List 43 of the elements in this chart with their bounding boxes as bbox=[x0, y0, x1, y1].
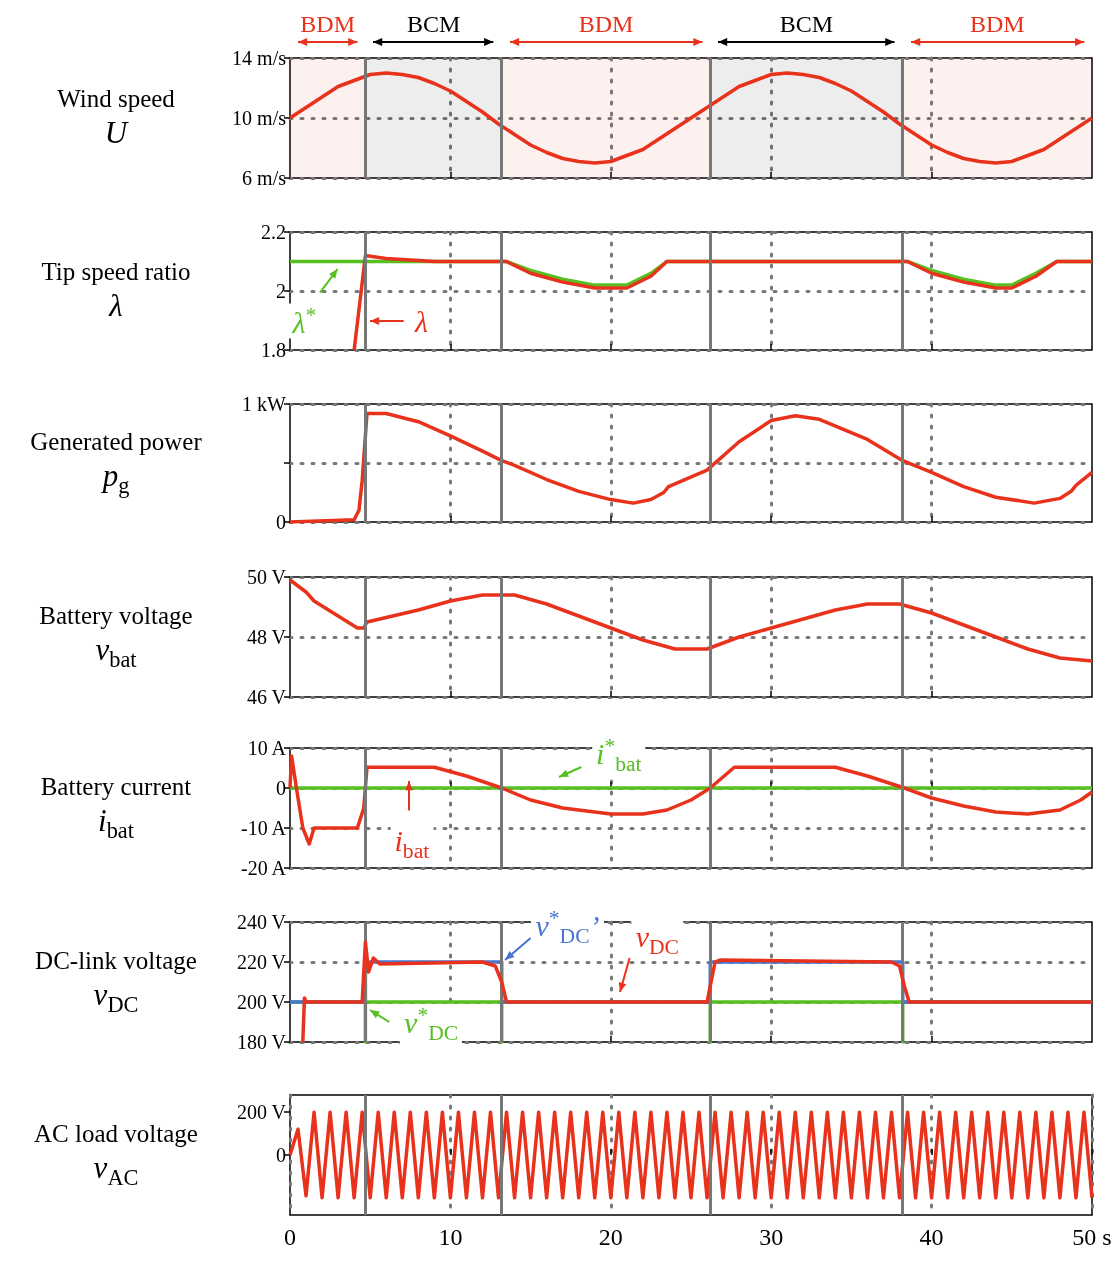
series-label: λ$^{*}$ bbox=[288, 302, 321, 338]
y-tick-label: 0 bbox=[276, 1144, 286, 1166]
y-tick-label: 0 bbox=[276, 511, 286, 533]
y-axis-title: Tip speed ratio λ bbox=[40, 257, 192, 326]
y-axis-title: Battery current i$_{bat}$ bbox=[39, 771, 193, 846]
y-tick-label: 1.8 bbox=[261, 339, 286, 361]
band-label: BCM bbox=[779, 11, 834, 37]
x-tick-label: 40 bbox=[919, 1224, 944, 1250]
band-label: BDM bbox=[300, 11, 356, 37]
y-axis-title: Wind speed U bbox=[56, 84, 176, 153]
legend-label: λ bbox=[411, 304, 433, 337]
y-tick-label: 220 V bbox=[236, 951, 287, 973]
series-label: v$_{DC}$ bbox=[631, 920, 683, 960]
y-tick-label: 50 V bbox=[246, 566, 287, 588]
y-tick-label: 14 m/s bbox=[232, 47, 287, 69]
y-axis-title: AC load voltage v$_{AC}$ bbox=[33, 1118, 199, 1193]
band-label: BDM bbox=[970, 11, 1025, 37]
y-axis-title: Battery voltage v$_{bat}$ bbox=[38, 600, 194, 675]
y-tick-label: 48 V bbox=[246, 626, 287, 648]
x-tick-label: 10 bbox=[438, 1224, 463, 1250]
y-tick-label: 10 A bbox=[247, 737, 287, 759]
y-tick-label: 2 bbox=[276, 280, 286, 302]
y-tick-label: 0 bbox=[276, 777, 286, 799]
y-axis-title: DC-link voltage v$_{DC}$ bbox=[34, 945, 198, 1020]
y-axis-title: Generated power p$_{g}$ bbox=[29, 426, 203, 501]
y-tick-label: -20 A bbox=[241, 857, 287, 879]
y-tick-label: -10 A bbox=[241, 817, 287, 839]
y-tick-label: 10 m/s bbox=[232, 107, 287, 129]
band-label: BDM bbox=[578, 11, 634, 37]
y-tick-label: 6 m/s bbox=[242, 167, 287, 189]
x-tick-label: 50 s bbox=[1072, 1224, 1112, 1250]
y-tick-label: 200 V bbox=[236, 1101, 287, 1124]
y-tick-label: 180 V bbox=[236, 1031, 287, 1053]
band-label: BCM bbox=[406, 11, 461, 37]
y-tick-label: 200 V bbox=[236, 991, 287, 1013]
series-label: v$^{*}$$_{DC}$’ bbox=[531, 906, 604, 949]
series-label: i$_{bat}$ bbox=[390, 824, 434, 864]
y-tick-label: 1 kW bbox=[242, 393, 287, 415]
y-tick-label: 2.2 bbox=[261, 221, 286, 243]
x-tick-label: 20 bbox=[598, 1224, 623, 1250]
y-tick-label: 240 V bbox=[236, 911, 287, 933]
x-tick-label: 30 bbox=[759, 1224, 784, 1250]
y-tick-label: 46 V bbox=[246, 686, 287, 708]
